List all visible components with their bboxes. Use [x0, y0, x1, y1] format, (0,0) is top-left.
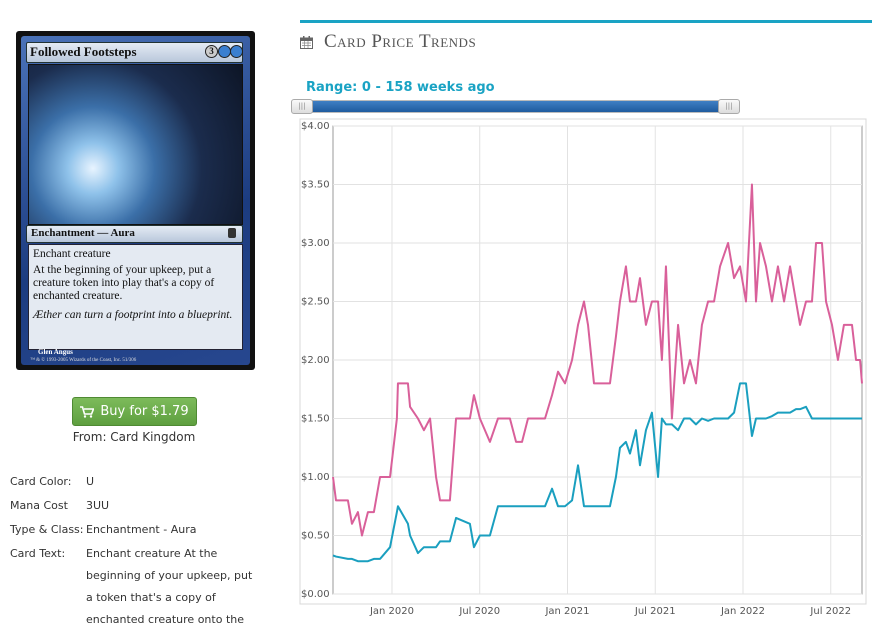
rules-line: Enchant creature: [33, 248, 111, 260]
x-tick-label: Jul 2022: [809, 606, 851, 617]
rules-line: At the beginning of your upkeep, put a c…: [33, 264, 215, 302]
x-tick-label: Jan 2021: [544, 606, 589, 617]
card-art: [28, 64, 243, 225]
detail-value: 3UU: [86, 499, 110, 512]
section-title: Card Price Trends: [324, 31, 477, 52]
detail-label: Type & Class:: [10, 523, 84, 536]
x-tick-label: Jan 2022: [720, 606, 765, 617]
flavor-text: Æther can turn a footprint into a bluepr…: [33, 309, 233, 321]
detail-label: Card Text:: [10, 547, 66, 560]
detail-row: Mana Cost 3UU: [10, 495, 270, 517]
card-name: Followed Footsteps: [30, 44, 137, 59]
chart-frame: [299, 118, 867, 605]
detail-row: Card Color: U: [10, 471, 270, 493]
y-tick-label: $3.00: [301, 238, 330, 249]
card-copyright: ™ & © 1993-2005 Wizards of the Coast, In…: [30, 358, 137, 363]
detail-row: Type & Class: Enchantment - Aura: [10, 519, 270, 541]
slider-handle[interactable]: |||: [718, 99, 740, 114]
y-tick-label: $0.00: [301, 589, 330, 600]
set-symbol: [228, 228, 236, 238]
vendor: From: Card Kingdom: [72, 430, 196, 444]
slider-fill: [302, 101, 728, 112]
detail-label: Mana Cost: [10, 499, 68, 512]
slider-handle[interactable]: |||: [291, 99, 313, 114]
detail-value: Enchantment - Aura: [86, 523, 197, 536]
cart-icon: [80, 405, 95, 418]
range-label: Range: 0 - 158 weeks ago: [306, 80, 495, 95]
y-tick-label: $1.50: [301, 414, 330, 425]
x-tick-label: Jan 2020: [369, 606, 414, 617]
y-tick-label: $2.00: [301, 355, 330, 366]
detail-value: U: [86, 475, 95, 488]
x-tick-label: Jul 2020: [458, 606, 500, 617]
detail-label: Card Color:: [10, 475, 72, 488]
calendar-icon: [300, 36, 313, 49]
x-tick-label: Jul 2021: [634, 606, 676, 617]
price-line: [332, 183, 863, 537]
y-tick-label: $4.00: [301, 121, 330, 132]
card-type-line: Enchantment — Aura: [31, 227, 135, 239]
y-tick-label: $2.50: [301, 297, 330, 308]
y-tick-label: $3.50: [301, 180, 330, 191]
section-rule: [300, 20, 872, 23]
y-tick-label: $1.00: [301, 472, 330, 483]
buy-label: Buy for $1.79: [100, 404, 189, 419]
price-line: [332, 382, 862, 563]
card-text-box: Enchant creature At the beginning of you…: [28, 244, 243, 350]
buy-button[interactable]: Buy for $1.79: [72, 397, 197, 426]
y-tick-label: $0.50: [301, 531, 330, 542]
mana-blue: [230, 45, 243, 58]
card-artist: Glen Angus: [38, 348, 73, 356]
card-type-bar: [26, 225, 243, 243]
mana-generic: 3: [205, 45, 218, 58]
